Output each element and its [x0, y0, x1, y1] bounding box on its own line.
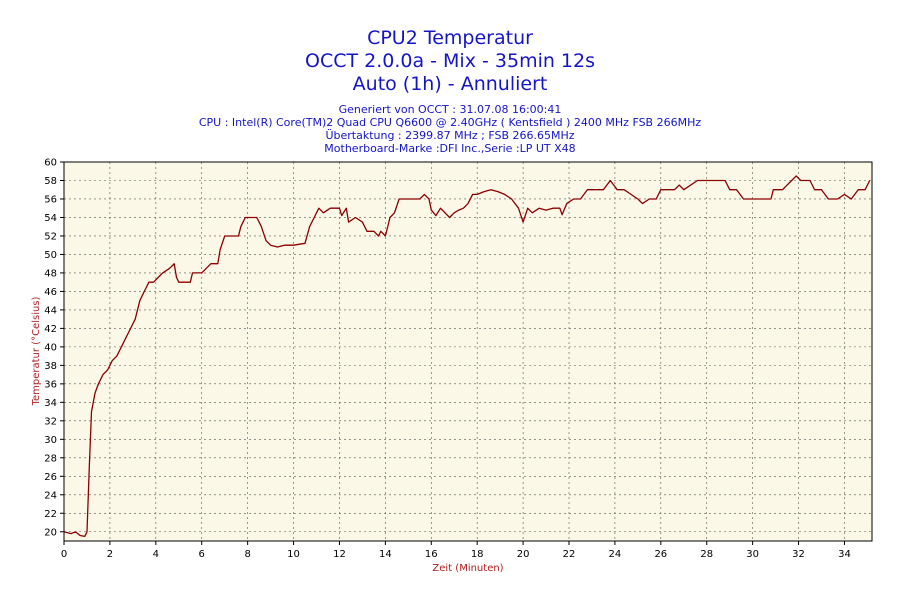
- x-tick-label: 32: [792, 549, 805, 560]
- y-tick-label: 50: [44, 250, 57, 261]
- y-tick-label: 26: [44, 472, 57, 483]
- x-tick-label: 6: [199, 549, 205, 560]
- chart-subtitle-motherboard: Motherboard-Marke :DFI Inc.,Serie :LP UT…: [324, 142, 576, 155]
- x-tick-label: 12: [333, 549, 346, 560]
- plot-area: [64, 162, 872, 541]
- y-tick-label: 36: [44, 379, 57, 390]
- x-tick-label: 16: [425, 549, 438, 560]
- y-tick-label: 38: [44, 361, 57, 372]
- y-tick-label: 60: [44, 158, 57, 169]
- temperature-series-line: [63, 175, 871, 538]
- x-axis-label: Zeit (Minuten): [432, 563, 503, 574]
- plot-border: [63, 161, 873, 542]
- y-tick-label: 40: [44, 342, 57, 353]
- x-tick-label: 20: [517, 549, 530, 560]
- chart-subtitle-overclock: Übertaktung : 2399.87 MHz ; FSB 266.65MH…: [325, 129, 575, 142]
- x-tick-label: 26: [654, 549, 667, 560]
- x-tick-label: 34: [838, 549, 851, 560]
- y-tick-label: 20: [44, 527, 57, 538]
- y-tick-label: 54: [44, 213, 57, 224]
- chart-subtitle-generated: Generiert von OCCT : 31.07.08 16:00:41: [338, 103, 562, 116]
- y-tick-label: 28: [44, 453, 57, 464]
- y-tick-label: 46: [44, 287, 57, 298]
- grid-lines: [64, 162, 872, 541]
- x-tick-label: 30: [746, 549, 759, 560]
- x-tick-label: 2: [107, 549, 113, 560]
- y-tick-label: 24: [44, 490, 57, 501]
- y-tick-label: 52: [44, 231, 57, 242]
- x-tick-label: 14: [379, 549, 392, 560]
- chart-title-line-2: OCCT 2.0.0a - Mix - 35min 12s: [304, 50, 596, 72]
- x-tick-label: 28: [700, 549, 713, 560]
- x-tick-label: 22: [563, 549, 576, 560]
- x-tick-label: 10: [287, 549, 300, 560]
- y-tick-label: 30: [44, 435, 57, 446]
- y-tick-label: 44: [44, 305, 57, 316]
- x-axis-ticks: 0 2 4 6 8 10 12 14 16 18 20 22 24 26 28 30 32 34: [61, 541, 851, 560]
- y-axis-label: Temperatur (°Celsius): [31, 296, 42, 406]
- chart-title-line-1: CPU2 Temperatur: [367, 27, 533, 49]
- x-tick-label: 18: [471, 549, 484, 560]
- x-tick-label: 4: [153, 549, 159, 560]
- chart-subtitle-cpu: CPU : Intel(R) Core(TM)2 Quad CPU Q6600 …: [198, 116, 702, 129]
- y-tick-label: 34: [44, 398, 57, 409]
- y-axis-ticks: 20 22 24 26 28 30 32 34 36 38 40 42 44 46 48 50 52 54 56 58…: [44, 158, 64, 538]
- x-tick-label: 0: [61, 549, 67, 560]
- x-tick-label: 24: [609, 549, 622, 560]
- y-tick-label: 56: [44, 194, 57, 205]
- x-tick-label: 8: [244, 549, 250, 560]
- y-tick-label: 42: [44, 324, 57, 335]
- y-tick-label: 22: [44, 509, 57, 520]
- chart-title-line-3: Auto (1h) - Annuliert: [352, 73, 548, 95]
- y-tick-label: 58: [44, 176, 57, 187]
- y-tick-label: 48: [44, 268, 57, 279]
- y-tick-label: 32: [44, 416, 57, 427]
